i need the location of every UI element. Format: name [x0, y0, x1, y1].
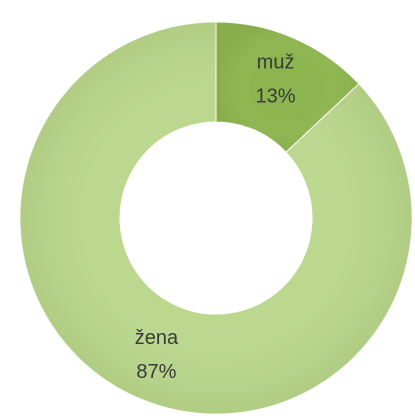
- slice-value-label: 13%: [256, 86, 296, 108]
- slice-category-label: muž: [257, 52, 295, 74]
- slice-category-label: žena: [135, 327, 179, 349]
- slice-value-label: 87%: [136, 361, 176, 383]
